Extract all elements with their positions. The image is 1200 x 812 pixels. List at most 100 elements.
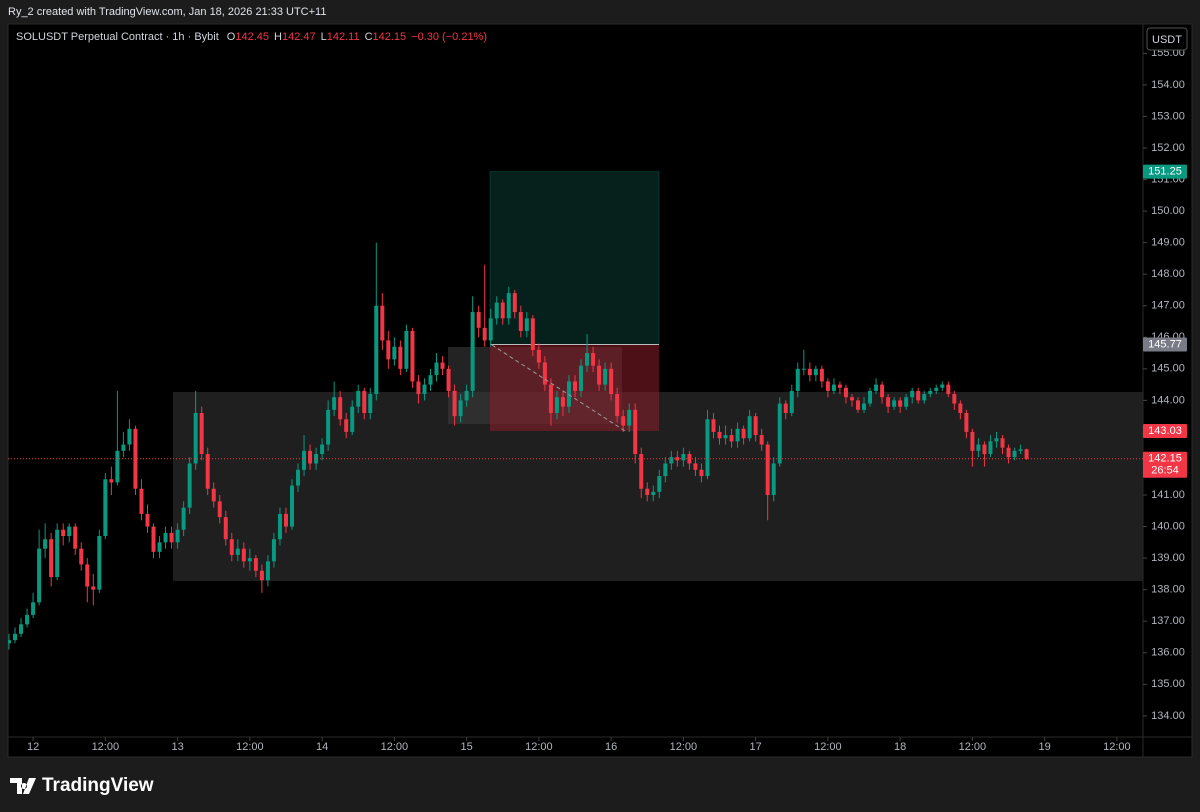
candle-body [410,330,415,382]
candle-body [663,463,668,477]
ohlc-key: O [227,31,236,43]
x-tick-label: 12:00 [381,741,409,753]
y-tick-label: 141.00 [1151,489,1185,501]
change: −0.30 (−0.21%) [411,31,487,43]
candle-body [603,368,608,385]
candle-body [446,368,451,391]
price-label: 151.25 [1148,166,1182,178]
x-tick-label: 17 [750,741,762,753]
candle-body [43,539,48,549]
candle-body [1000,438,1005,448]
candle-body [862,403,867,410]
candle-body [573,381,577,391]
candle-body [79,548,84,565]
candle-body [849,397,854,401]
candle-body [735,428,740,442]
candle-body [542,362,547,385]
candle-body [609,368,614,395]
candle-body [868,390,873,404]
candle-body [187,463,192,508]
y-tick-label: 138.00 [1151,584,1185,596]
candle-body [139,488,144,514]
candle-body [277,513,282,540]
candle-body [1024,449,1029,459]
candle-body [217,501,222,518]
profit-zone [489,171,660,345]
candle-body [49,539,54,578]
candle-body [308,450,313,464]
brand: TradingView [42,775,154,796]
candle-body [392,346,397,360]
y-tick-label: 152.00 [1151,142,1185,154]
candle-body [548,384,553,413]
candle-body [518,312,523,331]
header-text: Ry_2 created with TradingView.com, Jan 1… [8,6,326,18]
candle-body [591,353,596,366]
candle-body [693,463,698,470]
candle-body [97,536,102,590]
axes: 134.00 135.00 136.00 137.00 138.00 139.00 140.… [8,47,1187,753]
candle-body [524,318,529,331]
y-tick-label: 145.00 [1151,363,1185,375]
candle-body [223,517,228,540]
candle-body [639,454,644,489]
price-label-box [1143,451,1187,478]
drawings [173,171,1143,581]
y-tick-label: 153.00 [1151,110,1185,122]
candle-body [151,526,156,552]
candle-body [916,390,921,401]
candle-body [103,479,108,537]
candle-body [777,403,782,464]
candle-body [476,312,481,328]
y-tick-label: 144.00 [1151,394,1185,406]
candle-body [723,435,728,439]
candle-body [241,548,246,562]
candle-body [344,419,349,432]
candle-body [982,444,987,455]
candle-body [615,394,620,417]
candle-body [25,614,30,625]
candle-body [386,340,391,360]
candle-body [789,390,794,413]
candle-body [338,397,343,420]
candle-body [37,548,42,603]
x-tick-label: 12:00 [814,741,842,753]
candle-body [434,362,439,376]
y-tick-label: 147.00 [1151,300,1185,312]
countdown: 26:54 [1151,465,1179,477]
ohlc-value: 142.15 [373,31,407,43]
price-label: 143.03 [1148,425,1182,437]
candle-body [837,384,842,388]
candle-body [880,384,885,398]
candle-body [922,394,927,401]
currency-button[interactable] [1146,27,1188,51]
price-label: 145.77 [1148,338,1182,350]
candle-body [398,346,403,369]
candle-body [705,419,710,477]
candle-body [350,406,355,432]
x-tick-label: 12:00 [670,741,698,753]
candle-body [597,365,602,385]
candle-body [91,586,96,590]
candle-body [8,640,11,644]
candle-body [1018,449,1023,451]
x-tick-label: 12:00 [525,741,553,753]
candle-body [175,529,180,543]
candle-body [898,400,903,407]
candle-body [717,431,722,439]
candle-body [205,454,210,489]
candle-body [193,412,198,464]
candle-body [31,602,36,615]
candle-body [669,457,674,464]
logo-icon [10,778,36,794]
candle-body [229,539,234,555]
price-label-box [1143,164,1187,179]
x-tick-label: 13 [171,741,183,753]
candle-body [458,400,463,417]
footer-logo: TradingView [10,775,154,796]
candle-body [621,416,626,426]
currency-label[interactable]: USDT [1152,34,1182,46]
candle-body [813,368,818,376]
candle-body [627,409,632,426]
